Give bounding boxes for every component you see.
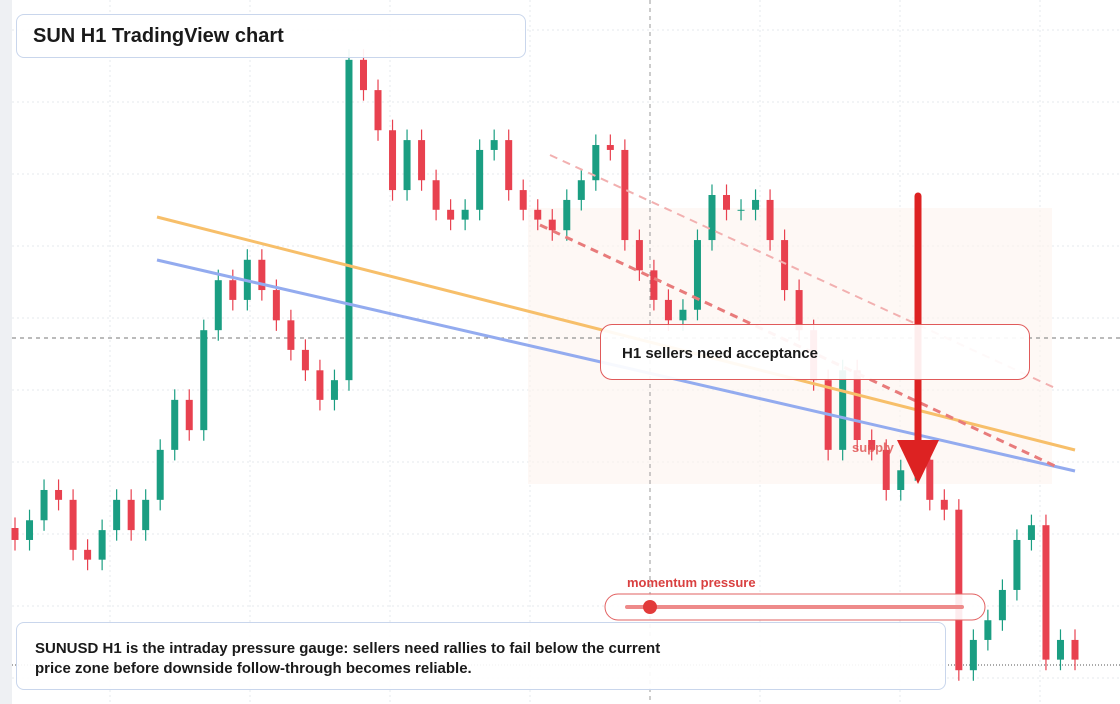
- candle-body: [563, 199, 571, 231]
- candle-body: [229, 280, 237, 300]
- candle-body: [55, 489, 63, 500]
- candle-body: [156, 449, 164, 500]
- candle-body: [882, 449, 890, 490]
- candle-body: [316, 370, 324, 400]
- candle-body: [635, 240, 643, 271]
- candle-body: [577, 180, 585, 200]
- caption: SUNUSD H1 is the intraday pressure gauge…: [35, 640, 661, 677]
- candle-body: [781, 240, 789, 291]
- candle-body: [650, 270, 658, 300]
- candle-body: [1056, 639, 1064, 660]
- candle-body: [752, 199, 760, 210]
- candle-body: [679, 309, 687, 321]
- arrow-head: [897, 440, 939, 484]
- caption-box: SUNUSD H1 is the intraday pressure gauge…: [16, 622, 946, 690]
- candle-body: [795, 290, 803, 331]
- candle-body: [853, 370, 861, 440]
- candle-body: [389, 130, 397, 191]
- gauge-label: momentum pressure: [627, 575, 756, 590]
- candle-body: [345, 59, 353, 381]
- candle-body: [606, 145, 614, 150]
- annotation: H1 sellers need acceptance: [622, 345, 818, 362]
- annotation-box: H1 sellers need acceptance: [600, 324, 1030, 380]
- candle-body: [171, 399, 179, 450]
- candle-body: [868, 440, 876, 450]
- candle-body: [723, 195, 731, 210]
- candle-body: [258, 259, 266, 291]
- candle-body: [766, 199, 774, 241]
- candle-body: [127, 499, 135, 531]
- candle-body: [84, 549, 92, 560]
- candle-body: [534, 209, 542, 220]
- candle-body: [708, 195, 716, 241]
- candle-body: [505, 140, 513, 191]
- candle-body: [214, 280, 222, 331]
- candle-body: [476, 149, 484, 210]
- candle-body: [418, 140, 426, 181]
- candle-body: [98, 530, 106, 560]
- candle-body: [664, 299, 672, 321]
- candle-body: [1013, 539, 1021, 590]
- candle-body: [69, 499, 77, 550]
- candle-body: [969, 639, 977, 671]
- candle-body: [548, 219, 556, 231]
- candle-body: [984, 620, 992, 640]
- candle-body: [113, 499, 121, 531]
- candle-body: [359, 59, 367, 91]
- candle-body: [1042, 525, 1050, 660]
- gauge-knob: [643, 600, 657, 614]
- candle-body: [940, 499, 948, 510]
- candle-body: [11, 528, 19, 540]
- candle-body: [592, 145, 600, 181]
- candle-body: [26, 520, 34, 540]
- candle-body: [432, 180, 440, 210]
- title-box: SUN H1 TradingView chart: [16, 14, 526, 58]
- candle-body: [1027, 525, 1035, 540]
- zone-label: supply: [852, 440, 895, 455]
- candle-body: [272, 290, 280, 321]
- candle-body: [955, 509, 963, 671]
- candle-body: [40, 489, 48, 521]
- candle-body: [185, 399, 193, 431]
- candle-body: [374, 90, 382, 131]
- candle-body: [142, 499, 150, 531]
- candle-body: [737, 209, 745, 211]
- candle-body: [490, 140, 498, 150]
- candle-body: [447, 209, 455, 220]
- candle-body: [200, 330, 208, 431]
- candle-body: [461, 209, 469, 220]
- candle-body: [287, 320, 295, 350]
- candle-body: [897, 470, 905, 490]
- candle-body: [330, 380, 338, 400]
- candle-body: [519, 190, 527, 210]
- candle-body: [1071, 639, 1079, 660]
- candle-body: [839, 370, 847, 450]
- chart-title: SUN H1 TradingView chart: [33, 25, 284, 47]
- candles: [11, 49, 1079, 681]
- candle-body: [403, 140, 411, 191]
- candle-body: [301, 349, 309, 371]
- candle-body: [621, 149, 629, 241]
- left-strip: [0, 0, 12, 704]
- candle-body: [998, 589, 1006, 621]
- candle-body: [693, 240, 701, 310]
- candle-body: [926, 459, 934, 500]
